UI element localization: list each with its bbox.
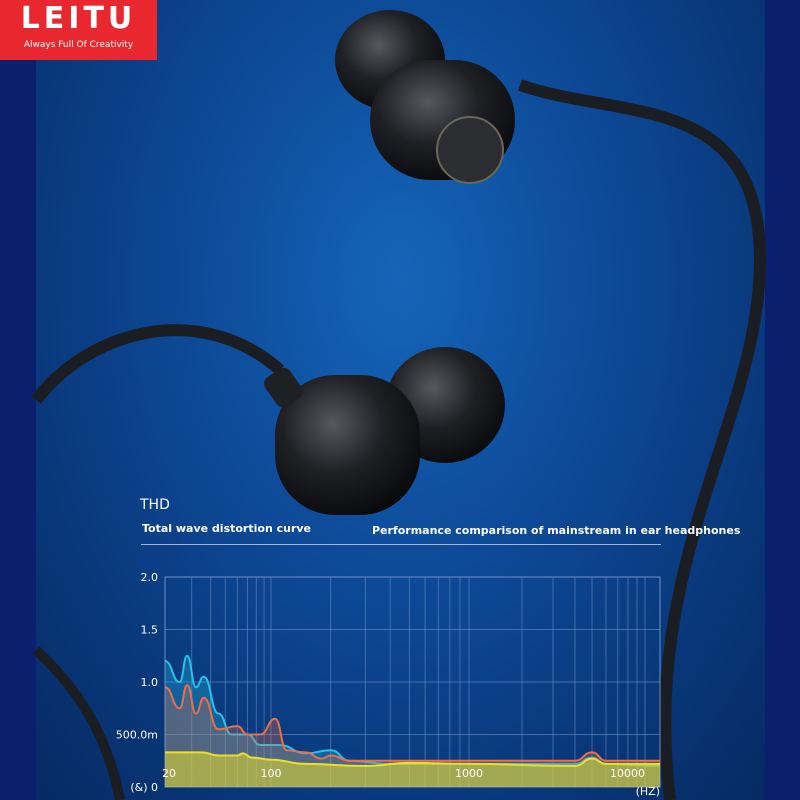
y-tick-label: 500.0m bbox=[116, 729, 158, 742]
divider bbox=[141, 544, 661, 545]
x-tick-label: 100 bbox=[261, 767, 282, 780]
x-tick-label: 20 bbox=[162, 767, 176, 780]
chart-subtitle: Total wave distortion curve bbox=[142, 522, 312, 535]
chart-title: THD bbox=[140, 497, 170, 513]
y-tick-label: 1.5 bbox=[141, 624, 159, 637]
series-area bbox=[165, 655, 660, 787]
x-tick-label: 1000 bbox=[455, 767, 483, 780]
y-tick-label: 2.0 bbox=[141, 571, 159, 584]
series-line bbox=[164, 684, 660, 762]
logo-tagline: Always Full Of Creativity bbox=[23, 40, 134, 50]
x-unit-label: (HZ) bbox=[636, 785, 660, 798]
x-tick-label: 10000 bbox=[610, 767, 645, 780]
comparison-caption: Performance comparison of mainstream in … bbox=[372, 524, 741, 537]
brand-logo: LEITU Always Full Of Creativity bbox=[0, 0, 157, 60]
series-line bbox=[164, 751, 660, 768]
y-tick-label: (&) 0 bbox=[130, 781, 158, 794]
series-area bbox=[165, 752, 660, 787]
y-tick-label: 1.0 bbox=[141, 676, 159, 689]
logo-wordmark: LEITU bbox=[20, 1, 137, 36]
